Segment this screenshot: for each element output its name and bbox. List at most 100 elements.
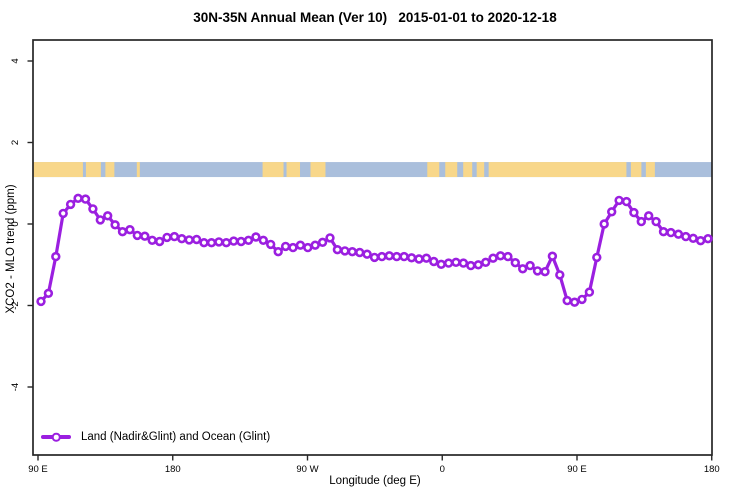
data-point-marker: [36, 296, 46, 307]
data-point-marker: [547, 251, 558, 261]
map-strip-land: [463, 162, 473, 178]
data-point-marker: [214, 237, 224, 247]
x-tick-label: 0: [440, 464, 445, 475]
x-tick-label: 90 E: [28, 464, 48, 475]
data-point-marker: [688, 233, 698, 244]
map-strip-land: [445, 162, 458, 178]
x-tick-label: 180: [165, 464, 181, 475]
data-point-marker: [392, 251, 402, 262]
y-tick-label: -2: [10, 301, 21, 309]
data-point-marker: [340, 246, 350, 256]
data-point-marker: [517, 264, 528, 274]
data-point-marker: [436, 259, 446, 269]
data-point-marker: [169, 231, 180, 242]
data-point-marker: [399, 251, 409, 262]
legend-line-sample: [41, 432, 71, 442]
data-point-marker: [681, 231, 691, 242]
data-point-marker: [621, 196, 632, 207]
data-point-marker: [88, 204, 98, 214]
data-point-marker: [199, 238, 209, 248]
data-point-marker: [525, 260, 535, 271]
data-point-marker: [325, 233, 335, 243]
data-point-marker: [117, 227, 128, 237]
x-tick-label: 90 E: [567, 464, 587, 475]
data-point-marker: [177, 234, 187, 244]
x-tick-label: 90 W: [296, 464, 318, 475]
y-tick-label: 0: [10, 221, 21, 226]
data-point-marker: [110, 220, 120, 230]
map-strip-land: [105, 162, 115, 178]
data-point-marker: [51, 251, 61, 262]
data-point-marker: [369, 252, 380, 263]
data-point-marker: [347, 247, 357, 257]
data-point-marker: [577, 294, 587, 305]
legend-label: Land (Nadir&Glint) and Ocean (Glint): [81, 431, 271, 443]
data-point-marker: [481, 257, 491, 267]
data-point-marker: [280, 241, 291, 252]
map-strip-land: [427, 162, 440, 178]
data-point-marker: [429, 256, 439, 267]
data-point-marker: [317, 237, 328, 248]
data-point-marker: [614, 195, 624, 206]
map-strip-land: [645, 162, 655, 178]
data-point-marker: [443, 258, 454, 268]
data-point-marker: [636, 216, 646, 227]
data-point-marker: [362, 249, 372, 259]
legend: Land (Nadir&Glint) and Ocean (Glint): [41, 429, 270, 445]
page-title: 30N-35N Annual Mean (Ver 10) 2015-01-01 …: [193, 10, 557, 25]
data-point-marker: [266, 239, 276, 250]
legend-open-circle-icon: [51, 432, 61, 442]
data-point-marker: [95, 215, 106, 225]
map-strip-land: [630, 162, 642, 178]
data-point-marker: [421, 253, 432, 263]
data-point-marker: [377, 251, 387, 262]
data-point-marker: [569, 297, 580, 307]
data-point-marker: [673, 229, 684, 239]
data-point-marker: [332, 245, 343, 255]
data-point-marker: [555, 270, 565, 280]
map-strip-land: [310, 162, 326, 178]
data-point-marker: [147, 235, 157, 246]
data-point-marker: [125, 225, 135, 235]
data-point-marker: [658, 227, 669, 237]
data-point-marker: [132, 230, 143, 241]
map-strip-land: [488, 162, 627, 178]
data-point-marker: [599, 219, 609, 229]
data-point-marker: [184, 235, 194, 245]
data-point-marker: [65, 199, 76, 210]
map-strip-land: [476, 162, 485, 178]
y-tick-label: -4: [10, 383, 21, 391]
data-point-marker: [703, 234, 713, 244]
data-point-marker: [532, 266, 543, 276]
data-point-marker: [629, 207, 639, 218]
data-point-marker: [540, 267, 550, 277]
x-axis-label: Longitude (deg E): [329, 475, 421, 487]
map-strip-land: [286, 162, 301, 178]
data-point-marker: [295, 240, 306, 250]
data-point-marker: [251, 232, 261, 242]
data-point-marker: [43, 288, 54, 298]
data-point-marker: [466, 260, 476, 271]
data-point-marker: [458, 258, 469, 268]
data-point-marker: [310, 240, 320, 250]
data-point-marker: [58, 208, 68, 219]
data-point-marker: [510, 258, 520, 268]
x-tick-label: 180: [704, 464, 720, 475]
data-point-marker: [273, 247, 283, 257]
data-point-marker: [258, 235, 268, 246]
data-point-marker: [495, 251, 506, 261]
data-point-marker: [73, 193, 83, 204]
data-point-marker: [229, 236, 239, 246]
data-point-marker: [473, 260, 483, 270]
data-point-marker: [451, 257, 461, 267]
data-point-marker: [206, 238, 217, 248]
map-strip-land: [33, 162, 83, 178]
data-point-marker: [236, 236, 246, 247]
data-point-marker: [414, 254, 424, 264]
data-point-marker: [651, 216, 661, 227]
data-point-marker: [355, 247, 365, 258]
data-point-marker: [384, 251, 394, 261]
map-strip-land: [136, 162, 140, 178]
